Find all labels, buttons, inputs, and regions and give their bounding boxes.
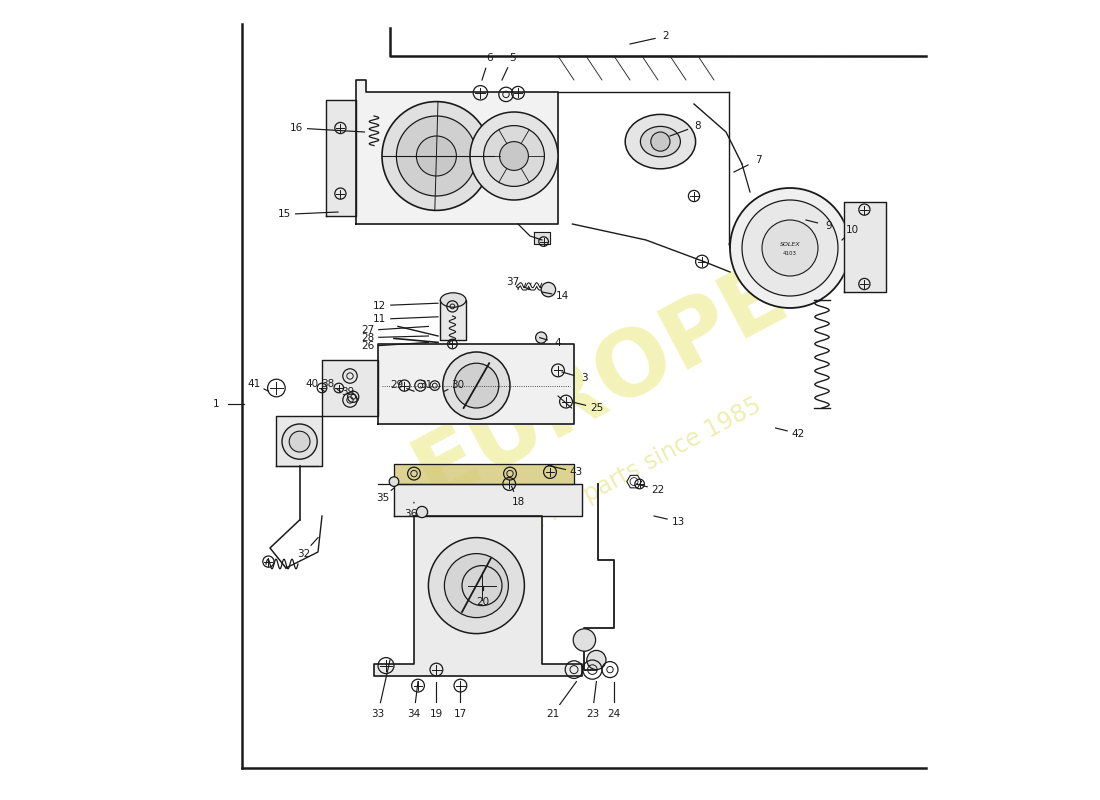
Text: 19: 19 [430, 709, 443, 718]
Circle shape [289, 431, 310, 452]
Circle shape [762, 220, 818, 276]
Polygon shape [378, 344, 574, 424]
Circle shape [282, 424, 317, 459]
Text: 36: 36 [404, 509, 417, 518]
Text: 22: 22 [651, 485, 664, 494]
Circle shape [428, 538, 525, 634]
Text: 32: 32 [297, 549, 310, 558]
Circle shape [730, 188, 850, 308]
Text: 8: 8 [695, 121, 702, 130]
Polygon shape [394, 464, 574, 484]
Polygon shape [276, 416, 322, 466]
Circle shape [454, 363, 498, 408]
Text: 28: 28 [361, 333, 374, 342]
Circle shape [484, 126, 544, 186]
Text: 17: 17 [454, 709, 467, 718]
Text: 10: 10 [846, 226, 859, 235]
Circle shape [573, 629, 595, 651]
Text: 4: 4 [554, 338, 561, 348]
Circle shape [417, 506, 428, 518]
Ellipse shape [440, 293, 466, 307]
Polygon shape [440, 300, 466, 340]
Text: EUROPES: EUROPES [400, 218, 860, 518]
Circle shape [444, 554, 508, 618]
Text: 5: 5 [509, 53, 516, 62]
Text: 14: 14 [557, 291, 570, 301]
Circle shape [396, 116, 476, 196]
Polygon shape [374, 516, 582, 676]
Text: 26: 26 [361, 342, 374, 351]
Text: 2: 2 [662, 31, 669, 41]
Polygon shape [394, 484, 582, 516]
Text: 41: 41 [248, 379, 261, 389]
Text: 25: 25 [590, 403, 603, 413]
Text: 7: 7 [755, 155, 761, 165]
Circle shape [536, 332, 547, 343]
Text: 21: 21 [547, 709, 560, 718]
Text: 30: 30 [451, 380, 464, 390]
Text: 3: 3 [581, 374, 587, 383]
Circle shape [586, 650, 606, 670]
Text: 1: 1 [213, 399, 220, 409]
Text: SOLEX: SOLEX [780, 242, 801, 246]
Text: 42: 42 [791, 429, 804, 438]
Text: 35: 35 [376, 493, 389, 502]
Circle shape [499, 142, 528, 170]
Polygon shape [534, 232, 550, 244]
Circle shape [541, 282, 556, 297]
Text: 4103: 4103 [783, 251, 798, 256]
Text: 18: 18 [512, 497, 525, 506]
Circle shape [389, 477, 399, 486]
Text: 13: 13 [671, 517, 684, 526]
Polygon shape [322, 360, 378, 416]
Text: 9: 9 [825, 221, 832, 230]
Text: 11: 11 [373, 314, 386, 324]
Text: 16: 16 [289, 123, 302, 133]
Text: 12: 12 [373, 301, 386, 310]
Text: 31: 31 [419, 380, 432, 390]
Text: a passion for parts since 1985: a passion for parts since 1985 [439, 394, 766, 582]
Text: 33: 33 [372, 709, 385, 718]
Ellipse shape [625, 114, 695, 169]
Ellipse shape [640, 126, 681, 157]
Circle shape [651, 132, 670, 151]
Text: 27: 27 [361, 326, 374, 335]
Text: 39: 39 [341, 387, 354, 397]
Text: 37: 37 [507, 278, 520, 287]
Text: 38: 38 [321, 379, 334, 389]
Circle shape [417, 136, 456, 176]
Circle shape [382, 102, 491, 210]
Polygon shape [356, 80, 558, 224]
Text: 40: 40 [305, 379, 318, 389]
Circle shape [443, 352, 510, 419]
Text: 15: 15 [278, 210, 292, 219]
Text: 34: 34 [407, 709, 420, 718]
Text: 23: 23 [586, 709, 600, 718]
Text: 6: 6 [486, 53, 493, 62]
Circle shape [742, 200, 838, 296]
Polygon shape [326, 100, 356, 216]
Circle shape [470, 112, 558, 200]
Text: 20: 20 [476, 597, 490, 606]
Polygon shape [627, 475, 641, 488]
Polygon shape [844, 202, 886, 292]
Text: 43: 43 [570, 467, 583, 477]
Text: 24: 24 [607, 709, 620, 718]
Text: 29: 29 [389, 380, 403, 390]
